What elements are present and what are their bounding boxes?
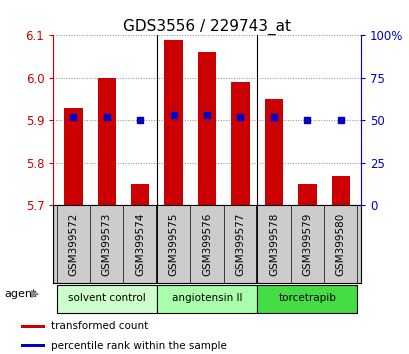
Bar xyxy=(131,184,149,205)
Text: GSM399575: GSM399575 xyxy=(168,212,178,276)
Text: GSM399573: GSM399573 xyxy=(101,212,112,276)
FancyBboxPatch shape xyxy=(256,285,357,314)
Bar xyxy=(331,176,349,205)
Text: GSM399580: GSM399580 xyxy=(335,213,345,276)
Text: GSM399579: GSM399579 xyxy=(301,212,312,276)
Text: GSM399574: GSM399574 xyxy=(135,212,145,276)
Text: GSM399578: GSM399578 xyxy=(268,212,278,276)
Text: angiotensin II: angiotensin II xyxy=(171,293,242,303)
Text: solvent control: solvent control xyxy=(68,293,145,303)
Text: GSM399577: GSM399577 xyxy=(235,212,245,276)
Text: percentile rank within the sample: percentile rank within the sample xyxy=(51,341,227,350)
Bar xyxy=(20,325,45,328)
FancyBboxPatch shape xyxy=(56,285,157,314)
FancyBboxPatch shape xyxy=(157,285,256,314)
Bar xyxy=(198,52,216,205)
Text: torcetrapib: torcetrapib xyxy=(278,293,335,303)
Text: transformed count: transformed count xyxy=(51,321,148,331)
Text: GSM399572: GSM399572 xyxy=(68,212,78,276)
Bar xyxy=(264,99,282,205)
Bar xyxy=(64,108,82,205)
Text: ▶: ▶ xyxy=(31,289,39,299)
Bar xyxy=(164,40,182,205)
Title: GDS3556 / 229743_at: GDS3556 / 229743_at xyxy=(123,19,290,35)
Bar xyxy=(97,78,116,205)
Bar xyxy=(297,184,316,205)
Text: GSM399576: GSM399576 xyxy=(202,212,211,276)
Bar xyxy=(20,344,45,347)
Text: agent: agent xyxy=(4,289,36,299)
Bar xyxy=(231,82,249,205)
